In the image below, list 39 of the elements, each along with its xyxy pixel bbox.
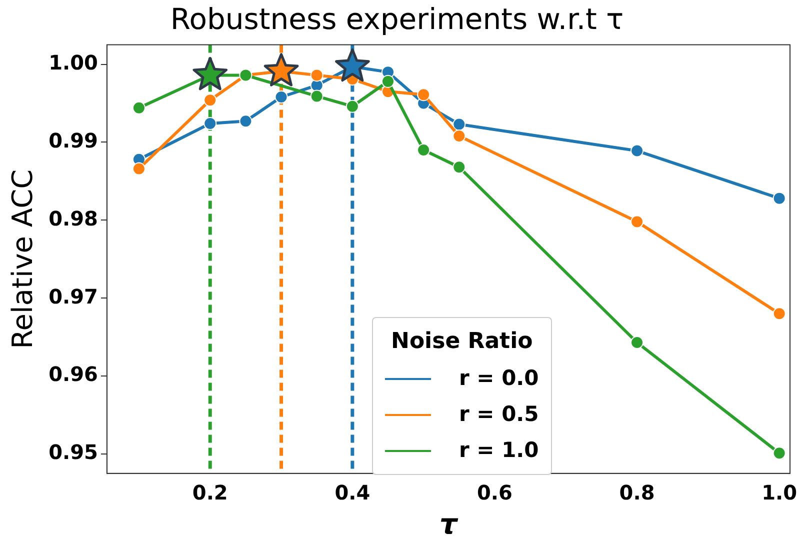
point (452, 160, 466, 174)
point (204, 94, 217, 107)
legend-title: Noise Ratio (390, 328, 534, 356)
point (239, 114, 252, 128)
legend-label: r = 0.0 (458, 365, 539, 392)
point (452, 129, 466, 142)
legend-label: r = 1.0 (458, 437, 539, 464)
point (346, 100, 359, 113)
y-tick-label: 0.95 (48, 440, 98, 464)
y-tick-label: 0.99 (48, 128, 98, 152)
y-tick-label: 0.97 (48, 284, 98, 308)
point (310, 90, 324, 103)
point (772, 307, 786, 320)
point (630, 215, 644, 228)
legend-label: r = 0.5 (458, 401, 539, 428)
point (630, 336, 644, 349)
point (772, 446, 786, 460)
x-tick-label: 0.6 (477, 480, 512, 505)
x-tick-label: 1.0 (762, 480, 798, 505)
x-tick-label: 0.2 (192, 480, 228, 505)
y-axis-title: Relative ACC (6, 169, 40, 349)
point (132, 162, 146, 176)
x-axis-title: τ (440, 507, 459, 540)
point (772, 192, 786, 205)
point (630, 144, 644, 158)
point (132, 101, 146, 114)
point (274, 90, 288, 104)
x-tick-label: 0.4 (334, 480, 370, 505)
y-tick-label: 0.98 (48, 206, 98, 230)
y-tick-label: 1.00 (48, 50, 98, 74)
point (417, 88, 430, 102)
point (381, 74, 394, 88)
point (204, 117, 217, 130)
point (310, 68, 324, 82)
x-tick-label: 0.8 (619, 480, 655, 505)
chart-title: Robustness experiments w.r.t τ (170, 2, 624, 36)
point (452, 118, 466, 131)
y-tick-label: 0.96 (48, 362, 98, 386)
point (417, 144, 430, 156)
